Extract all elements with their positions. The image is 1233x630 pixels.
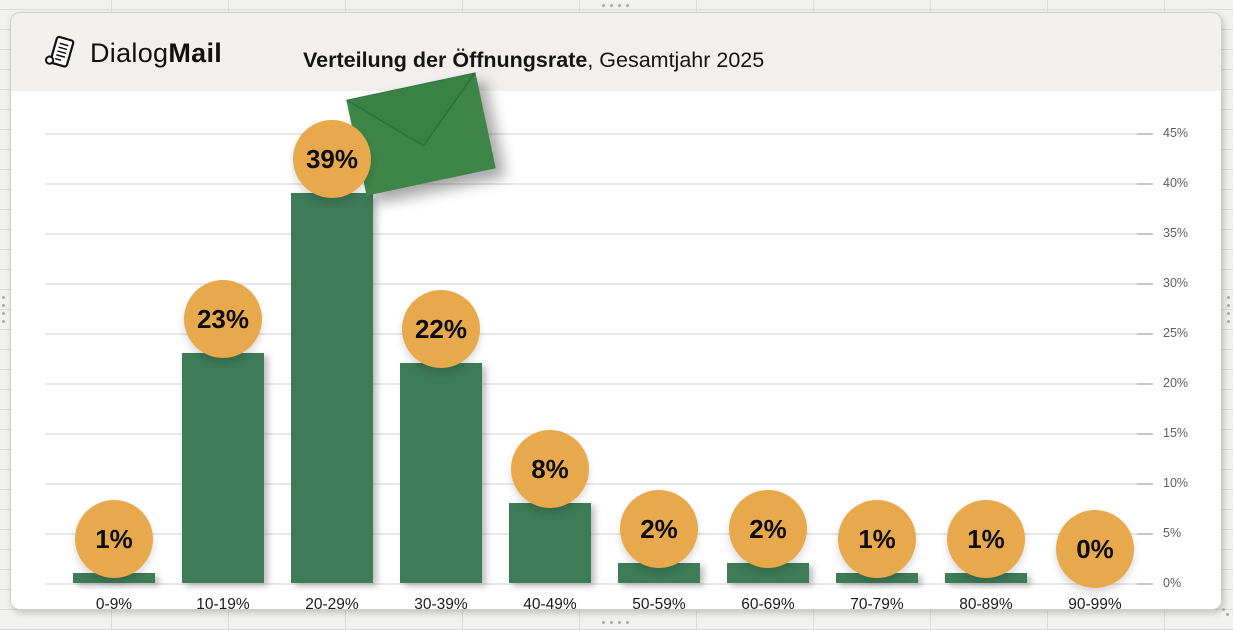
bar[interactable] bbox=[73, 573, 155, 583]
y-tick-label: 40% bbox=[1163, 176, 1189, 190]
data-label-bubble[interactable]: 8% bbox=[511, 430, 589, 508]
y-tick bbox=[1137, 183, 1153, 185]
y-tick bbox=[1137, 133, 1153, 135]
bar[interactable] bbox=[618, 563, 700, 583]
bar[interactable] bbox=[836, 573, 918, 583]
brand-name: DialogMail bbox=[90, 37, 223, 68]
y-tick-label: 35% bbox=[1163, 226, 1189, 240]
resize-handle-left[interactable] bbox=[2, 296, 5, 323]
y-tick bbox=[1137, 533, 1153, 535]
resize-handle-corner[interactable] bbox=[1218, 608, 1229, 616]
y-tick-label: 10% bbox=[1163, 476, 1189, 490]
y-tick-label: 45% bbox=[1163, 126, 1189, 140]
y-tick-label: 5% bbox=[1163, 526, 1182, 540]
y-tick bbox=[1137, 483, 1153, 485]
data-label-bubble[interactable]: 2% bbox=[729, 490, 807, 568]
brand-logo: DialogMail bbox=[41, 33, 222, 73]
y-tick bbox=[1137, 283, 1153, 285]
data-label-bubble[interactable]: 23% bbox=[184, 280, 262, 358]
bar[interactable] bbox=[509, 503, 591, 583]
gridline bbox=[45, 383, 1151, 385]
y-tick-label: 30% bbox=[1163, 276, 1189, 290]
x-tick-label: 80-89% bbox=[959, 596, 1013, 610]
gridline bbox=[45, 533, 1151, 535]
gridline bbox=[45, 133, 1151, 135]
bar[interactable] bbox=[727, 563, 809, 583]
bar[interactable] bbox=[400, 363, 482, 583]
resize-handle-right[interactable] bbox=[1227, 296, 1230, 323]
gridline bbox=[45, 583, 1151, 585]
data-label-bubble[interactable]: 0% bbox=[1056, 510, 1134, 588]
y-tick bbox=[1137, 383, 1153, 385]
y-tick-label: 0% bbox=[1163, 576, 1182, 590]
gridline bbox=[45, 433, 1151, 435]
x-tick-label: 60-69% bbox=[741, 596, 795, 610]
newspaper-icon bbox=[44, 35, 75, 68]
x-tick-label: 70-79% bbox=[850, 596, 904, 610]
gridline bbox=[45, 233, 1151, 235]
y-tick bbox=[1137, 433, 1153, 435]
gridline bbox=[45, 183, 1151, 185]
x-tick-label: 10-19% bbox=[196, 596, 250, 610]
resize-handle-top[interactable] bbox=[602, 4, 629, 7]
data-label-bubble[interactable]: 22% bbox=[402, 290, 480, 368]
data-label-bubble[interactable]: 1% bbox=[947, 500, 1025, 578]
data-label-bubble[interactable]: 2% bbox=[620, 490, 698, 568]
bar[interactable] bbox=[945, 573, 1027, 583]
chart-title: Verteilung der Öffnungsrate, Gesamtjahr … bbox=[303, 48, 765, 72]
bar[interactable] bbox=[182, 353, 264, 583]
x-tick-label: 30-39% bbox=[414, 596, 468, 610]
data-label-bubble[interactable]: 1% bbox=[75, 500, 153, 578]
y-tick bbox=[1137, 583, 1153, 585]
resize-handle-bottom[interactable] bbox=[602, 621, 629, 624]
gridline bbox=[45, 283, 1151, 285]
chart-panel: DialogMail Verteilung der Öffnungsrate, … bbox=[10, 12, 1222, 610]
x-tick-label: 40-49% bbox=[523, 596, 577, 610]
y-tick bbox=[1137, 333, 1153, 335]
envelope-image[interactable] bbox=[346, 72, 496, 196]
x-tick-label: 50-59% bbox=[632, 596, 686, 610]
y-tick-label: 25% bbox=[1163, 326, 1189, 340]
y-tick-label: 20% bbox=[1163, 376, 1189, 390]
y-tick-label: 15% bbox=[1163, 426, 1189, 440]
y-tick bbox=[1137, 233, 1153, 235]
x-tick-label: 20-29% bbox=[305, 596, 359, 610]
data-label-bubble[interactable]: 1% bbox=[838, 500, 916, 578]
gridline bbox=[45, 333, 1151, 335]
gridline bbox=[45, 483, 1151, 485]
data-label-bubble[interactable]: 39% bbox=[293, 120, 371, 198]
bar[interactable] bbox=[291, 193, 373, 583]
x-tick-label: 0-9% bbox=[95, 596, 133, 610]
x-tick-label: 90-99% bbox=[1068, 596, 1122, 610]
